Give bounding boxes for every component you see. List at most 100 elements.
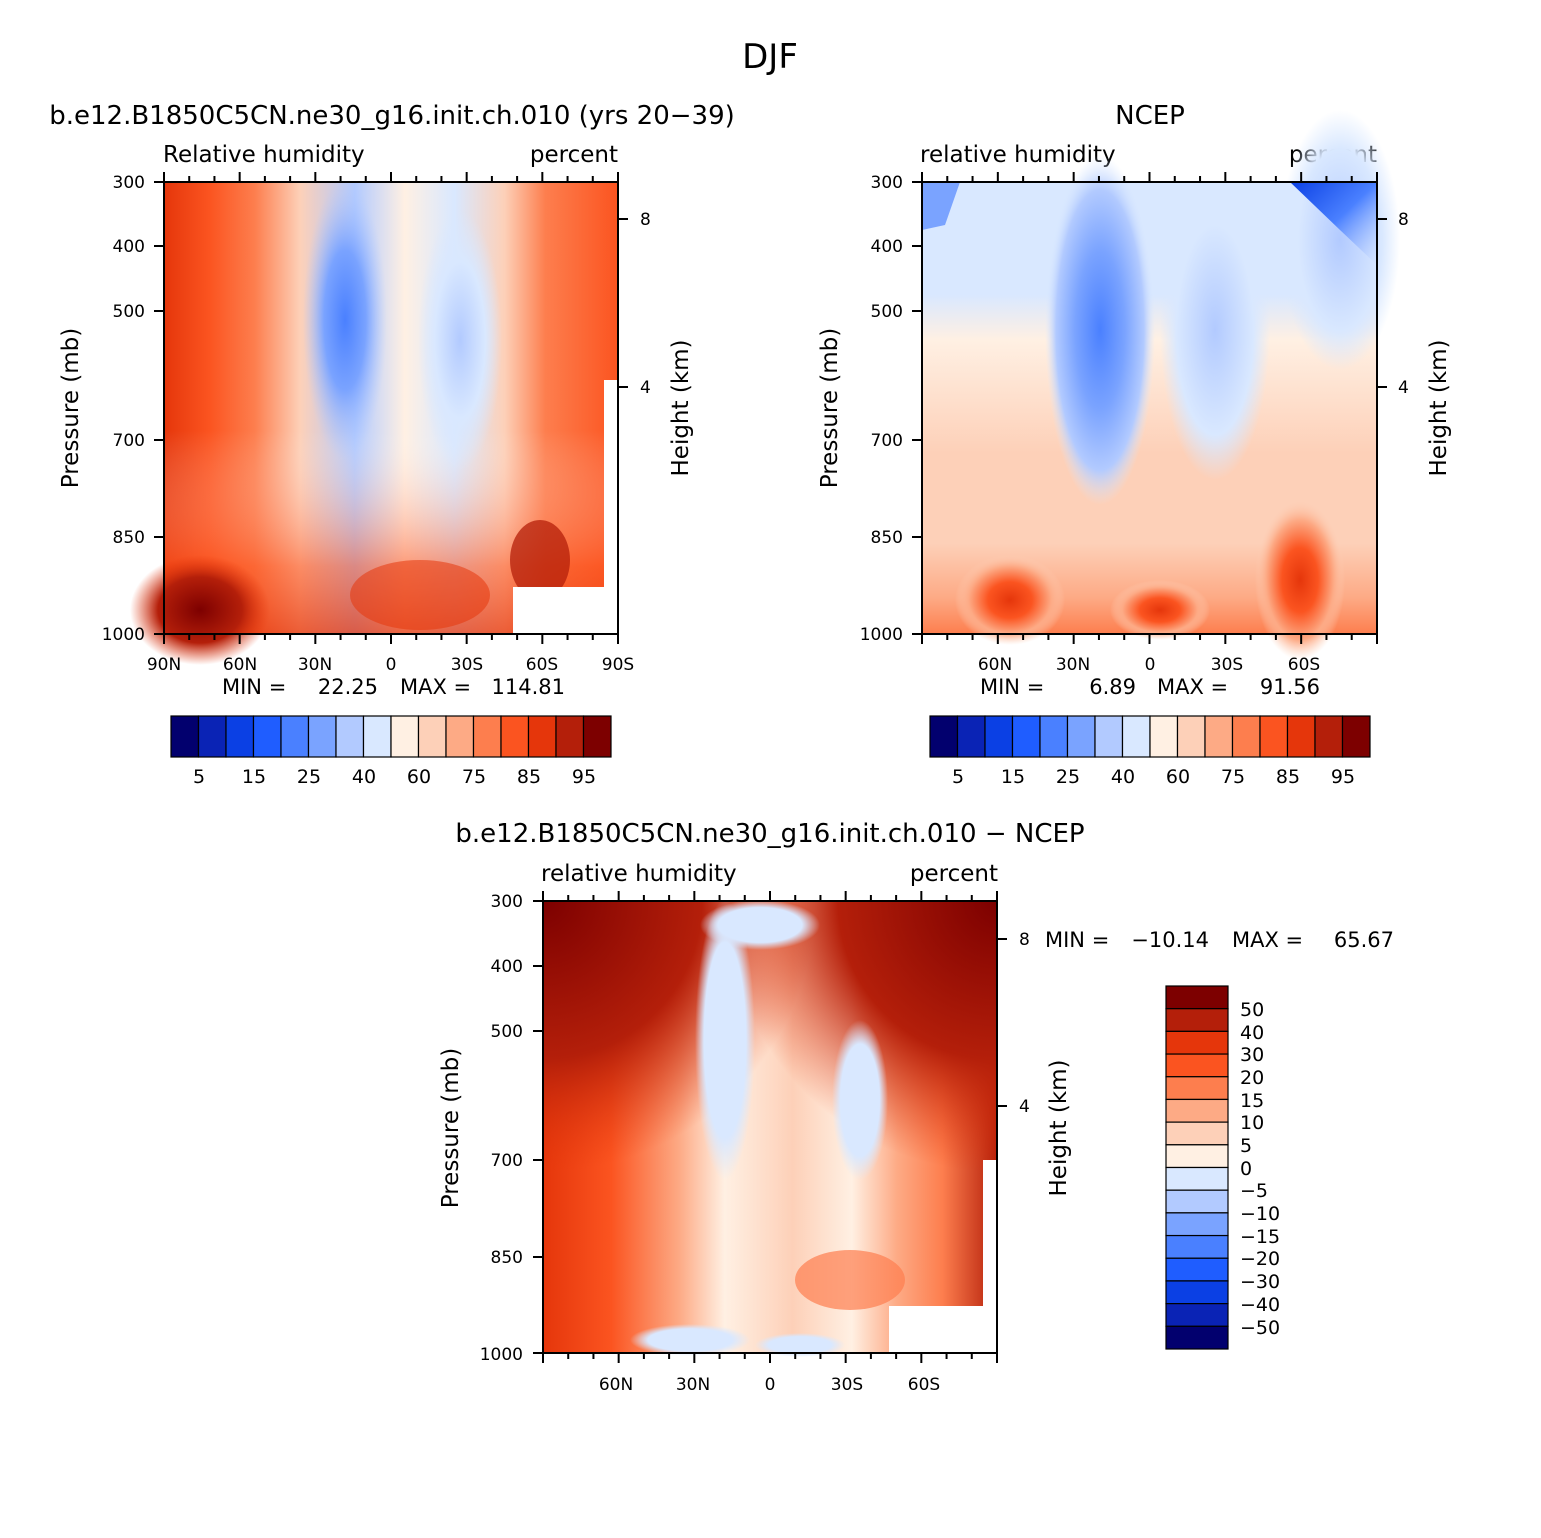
colorbar-swatch	[1165, 1166, 1229, 1191]
colorbar-swatch	[956, 715, 986, 758]
diff-colorbar-label: −30	[1240, 1271, 1280, 1293]
diff-colorbar-label: 50	[1240, 999, 1264, 1021]
obs-ytick: 400	[871, 237, 903, 257]
diff-max-label: MAX =	[1232, 928, 1303, 952]
colorbar-swatch	[1341, 715, 1371, 758]
model-max-label: MAX =	[400, 675, 471, 699]
model-xtick: 60S	[526, 655, 558, 675]
colorbar-swatch	[1176, 715, 1206, 758]
obs-colorbar-label: 25	[1056, 766, 1080, 788]
diff-panel-title: b.e12.B1850C5CN.ne30_g16.init.ch.010 − N…	[455, 819, 1084, 849]
colorbar-swatch	[280, 715, 310, 758]
model-xtick: 90S	[602, 655, 634, 675]
colorbar-swatch	[1165, 1030, 1229, 1055]
model-colorbar-label: 85	[517, 766, 541, 788]
obs-xtick: 30N	[1056, 655, 1090, 675]
model-xtick: 90N	[147, 655, 181, 675]
obs-xtick: 60S	[1288, 655, 1320, 675]
model-colorbar-label: 40	[352, 766, 376, 788]
colorbar-swatch	[929, 715, 959, 758]
diff-min-label: MIN =	[1045, 928, 1109, 952]
colorbar-swatch	[1231, 715, 1261, 758]
diff-xtick: 60N	[599, 1375, 633, 1395]
colorbar-swatch	[1165, 985, 1229, 1010]
colorbar-swatch	[335, 715, 365, 758]
model-ticks	[154, 172, 628, 644]
model-xtick: 0	[386, 655, 397, 675]
diff-ylabel: Pressure (mb)	[438, 1048, 464, 1208]
colorbar-swatch	[1094, 715, 1124, 758]
colorbar-swatch	[582, 715, 612, 758]
colorbar-swatch	[362, 715, 392, 758]
obs-xtick: 30S	[1211, 655, 1243, 675]
model-ytick: 1000	[102, 625, 145, 645]
colorbar-swatch	[1165, 1257, 1229, 1282]
diff-colorbar-label: 30	[1240, 1044, 1264, 1066]
diff-ytick: 400	[491, 957, 523, 977]
colorbar-swatch	[1286, 715, 1316, 758]
diff-max-value: 65.67	[1334, 928, 1394, 952]
obs-colorbar-label: 40	[1111, 766, 1135, 788]
model-contour-field	[130, 180, 618, 665]
model-colorbar-label: 25	[297, 766, 321, 788]
obs-y2tick: 8	[1398, 210, 1409, 230]
diff-panel: b.e12.B1850C5CN.ne30_g16.init.ch.010 − N…	[438, 819, 1394, 1395]
diff-colorbar-label: 15	[1240, 1090, 1264, 1112]
obs-panel: NCEP relative humidity percent 300 400 5…	[817, 101, 1452, 788]
diff-ytick: 300	[491, 892, 523, 912]
colorbar-swatch	[225, 715, 255, 758]
obs-panel-title: NCEP	[1115, 101, 1185, 131]
diff-ytick: 850	[491, 1248, 523, 1268]
colorbar-swatch	[445, 715, 475, 758]
diff-colorbar-label: −50	[1240, 1317, 1280, 1339]
colorbar-swatch	[1165, 1280, 1229, 1305]
diff-colorbar	[1165, 985, 1229, 1350]
model-ytick: 500	[113, 302, 145, 322]
diff-colorbar-label: −40	[1240, 1294, 1280, 1316]
diff-colorbar-label: −15	[1240, 1226, 1280, 1248]
colorbar-swatch	[1204, 715, 1234, 758]
colorbar-swatch	[500, 715, 530, 758]
obs-colorbar-label: 75	[1221, 766, 1245, 788]
diff-units-label: percent	[910, 861, 998, 887]
colorbar-swatch	[555, 715, 585, 758]
obs-ylabel: Pressure (mb)	[817, 328, 843, 488]
model-colorbar-label: 75	[462, 766, 486, 788]
model-xtick: 30N	[298, 655, 332, 675]
obs-colorbar-label: 60	[1166, 766, 1190, 788]
colorbar-swatch	[1039, 715, 1069, 758]
diff-xtick: 60S	[908, 1375, 940, 1395]
obs-y2label: Height (km)	[1426, 339, 1452, 476]
diff-colorbar-label: 40	[1240, 1022, 1264, 1044]
obs-colorbar-label: 15	[1001, 766, 1025, 788]
obs-ytick: 500	[871, 302, 903, 322]
model-min-value: 22.25	[318, 675, 378, 699]
diff-colorbar-label: 10	[1240, 1112, 1264, 1134]
obs-colorbar-label: 5	[952, 766, 964, 788]
diff-xtick: 30N	[676, 1375, 710, 1395]
model-colorbar-label: 60	[407, 766, 431, 788]
model-xtick: 30S	[451, 655, 483, 675]
obs-min-label: MIN =	[980, 675, 1044, 699]
model-y2label: Height (km)	[668, 339, 694, 476]
obs-xtick: 60N	[978, 655, 1012, 675]
colorbar-swatch	[1066, 715, 1096, 758]
colorbar-swatch	[1165, 1121, 1229, 1146]
diff-colorbar-label: 0	[1240, 1158, 1252, 1180]
diff-colorbar-label: −5	[1240, 1180, 1268, 1202]
obs-max-label: MAX =	[1157, 675, 1228, 699]
diff-ticks	[533, 891, 1007, 1363]
model-y2tick: 8	[640, 210, 651, 230]
model-ytick: 850	[113, 528, 145, 548]
diff-colorbar-label: −20	[1240, 1248, 1280, 1270]
colorbar-swatch	[390, 715, 420, 758]
colorbar-swatch	[1314, 715, 1344, 758]
model-max-value: 114.81	[492, 675, 565, 699]
model-colorbar	[170, 715, 612, 758]
obs-ytick: 700	[871, 431, 903, 451]
obs-y2tick: 4	[1398, 378, 1409, 398]
colorbar-swatch	[417, 715, 447, 758]
model-ytick: 400	[113, 237, 145, 257]
colorbar-swatch	[1165, 1212, 1229, 1237]
